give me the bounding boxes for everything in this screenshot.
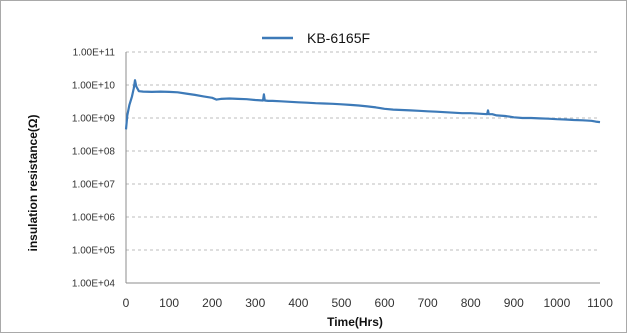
series-group	[124, 79, 601, 130]
x-tick-label: 800	[461, 296, 481, 310]
y-tick-label: 1.00E+09	[72, 114, 116, 125]
y-tick-label: 1.00E+04	[72, 279, 116, 290]
x-tick-label: 500	[331, 296, 351, 310]
x-tick-label: 300	[245, 296, 265, 310]
legend: KB-6165F	[262, 30, 370, 46]
y-tick-label: 1.00E+08	[72, 147, 116, 158]
x-tick-label: 400	[288, 296, 308, 310]
series-line-kb-6165f	[124, 79, 601, 130]
y-tick-label: 1.00E+06	[72, 213, 116, 224]
y-tick-label: 1.00E+10	[72, 81, 116, 92]
y-tick-labels: 1.00E+04 1.00E+05 1.00E+06 1.00E+07 1.00E+08…	[72, 48, 116, 290]
x-tick-label: 1000	[544, 296, 571, 310]
x-tick-label: 900	[504, 296, 524, 310]
legend-label: KB-6165F	[307, 30, 370, 46]
x-axis-title: Time(Hrs)	[327, 315, 383, 329]
x-tick-label: 700	[418, 296, 438, 310]
y-axis-title: insulation resistance(Ω)	[26, 115, 40, 252]
gridlines	[126, 51, 600, 251]
x-tick-label: 100	[159, 296, 179, 310]
y-tick-label: 1.00E+05	[72, 246, 116, 257]
axes	[125, 52, 600, 284]
x-tick-label: 0	[123, 296, 130, 310]
y-tick-label: 1.00E+07	[72, 180, 116, 191]
x-tick-label: 600	[375, 296, 395, 310]
x-tick-label: 200	[202, 296, 222, 310]
y-tick-label: 1.00E+11	[73, 48, 116, 59]
x-tick-labels: 0 100 200 300 400 500 600 700 800 900 1000 1100	[123, 296, 614, 310]
x-tick-label: 1100	[587, 296, 613, 310]
